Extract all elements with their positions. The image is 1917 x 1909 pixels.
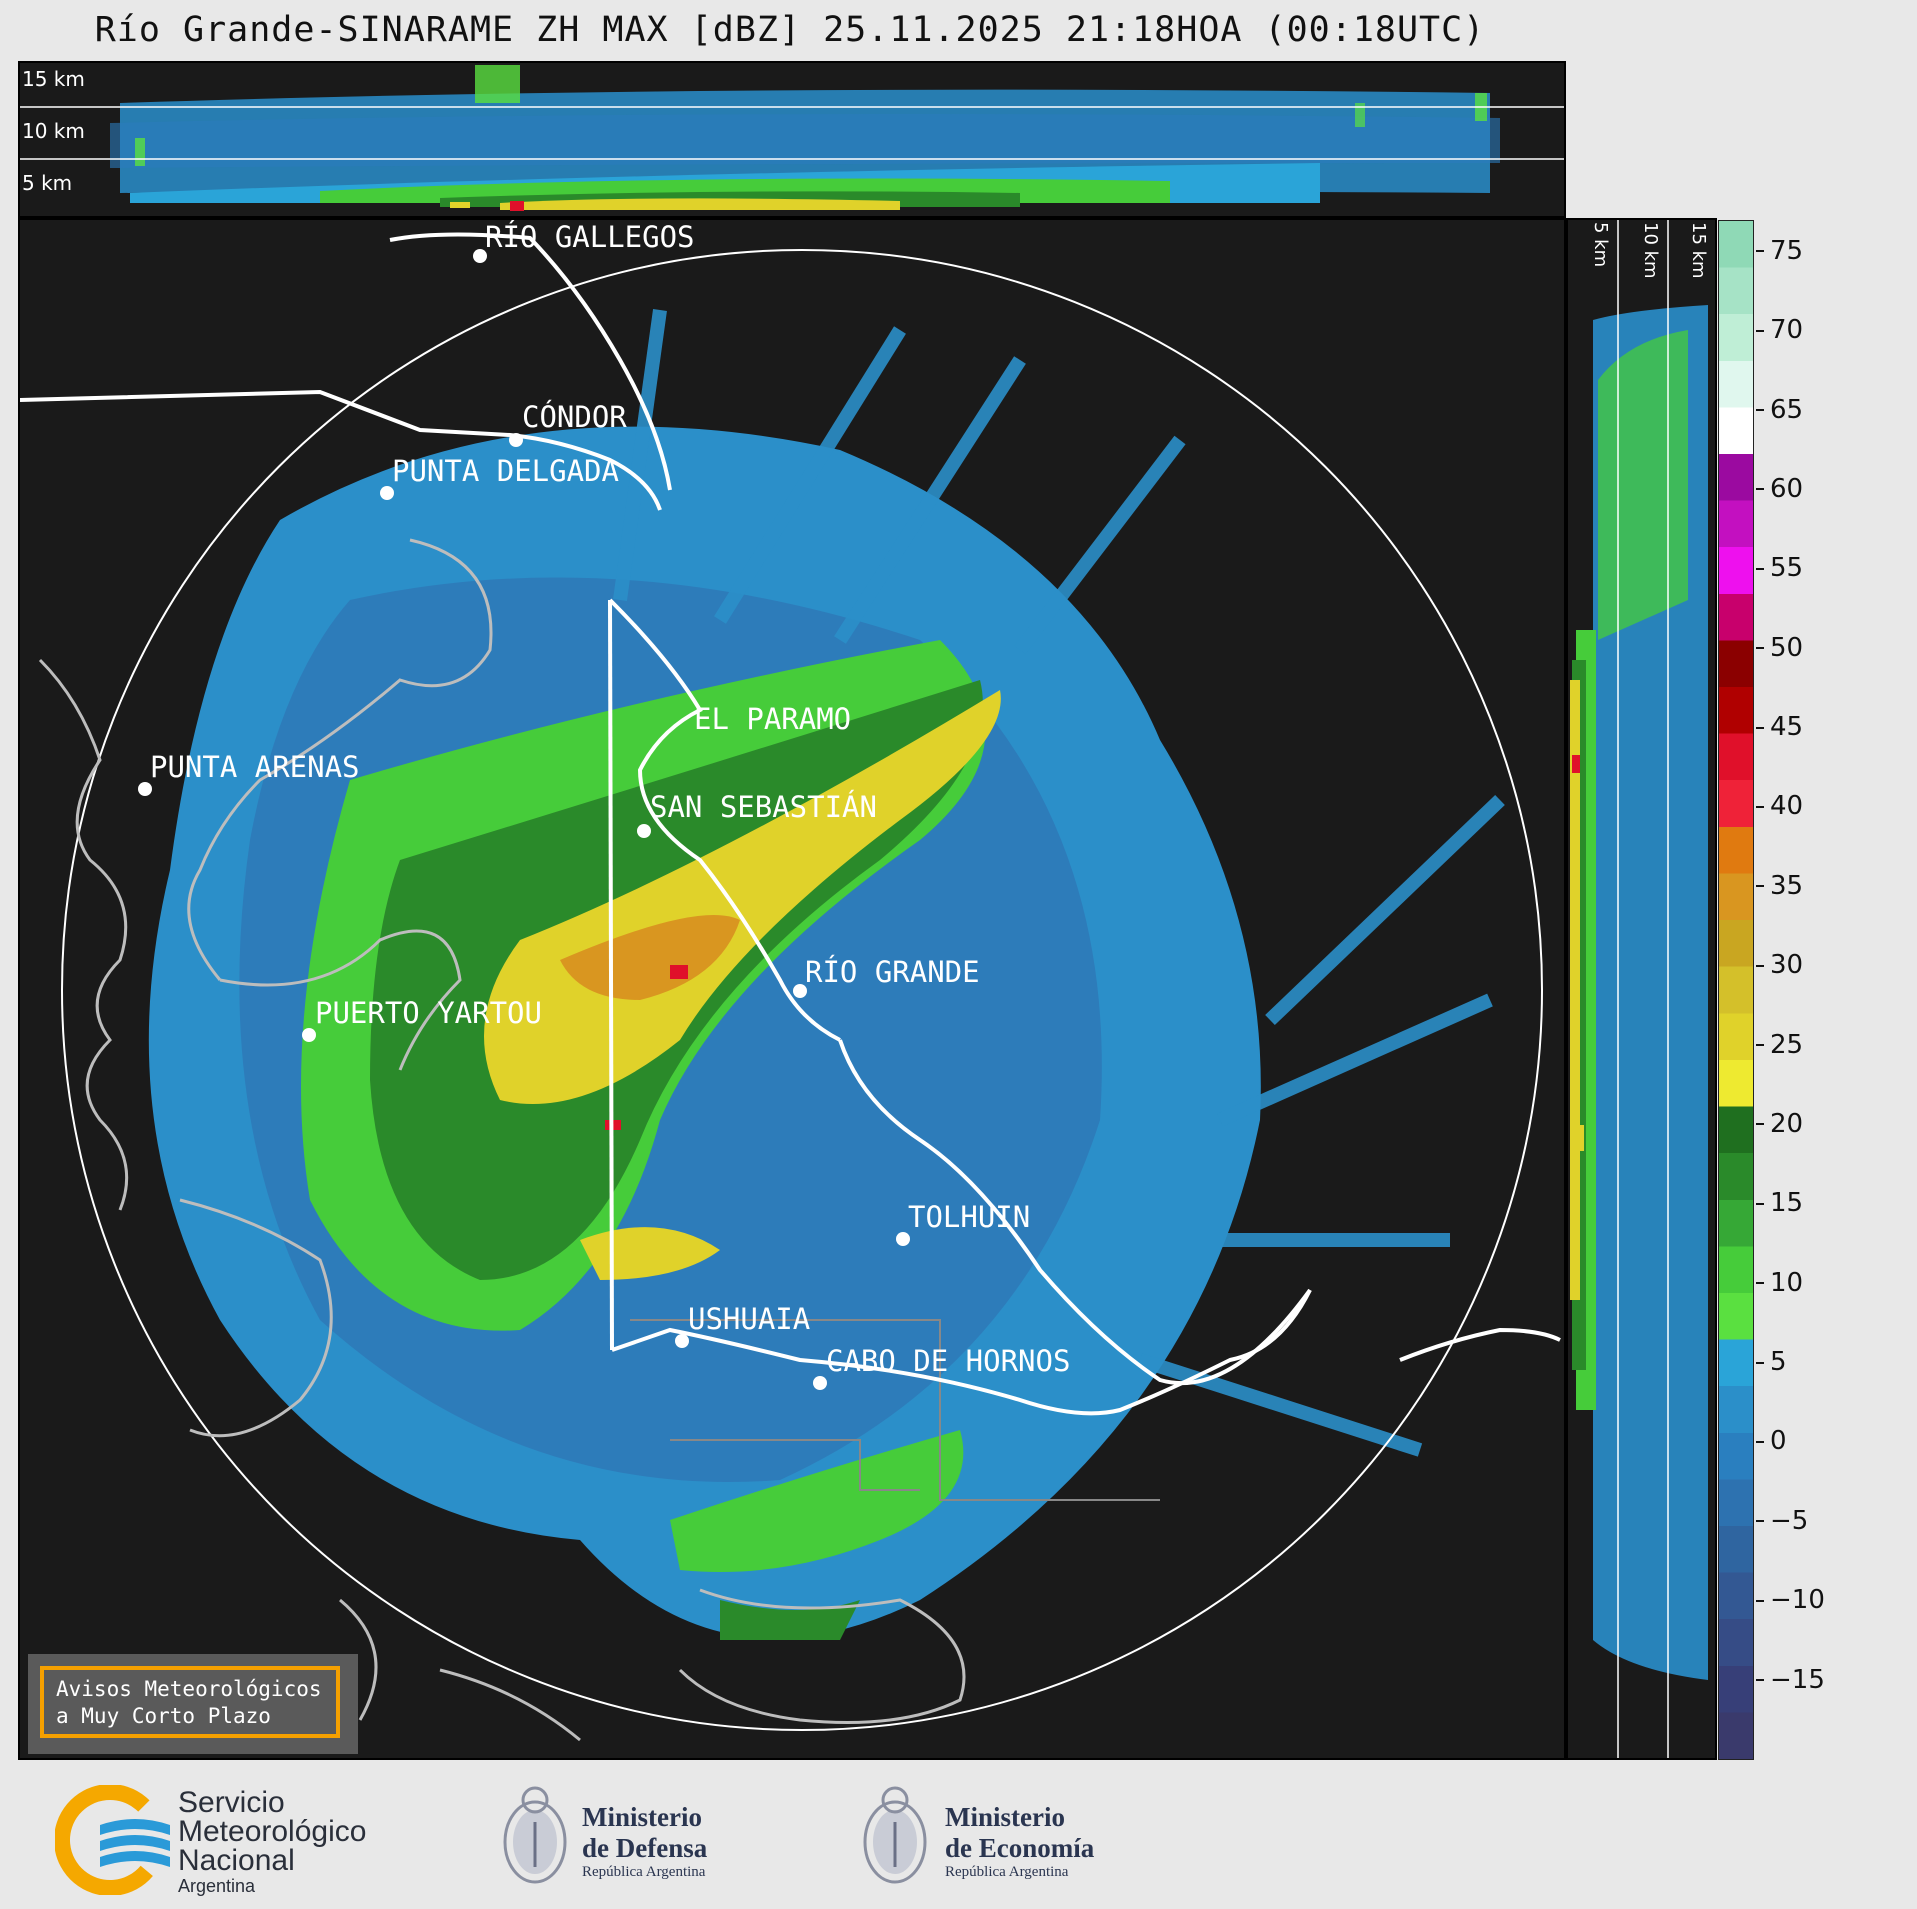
city-dot-san-sebastian bbox=[637, 824, 651, 838]
colorbar-tick-label: 50 bbox=[1756, 633, 1803, 663]
colorbar-tick-label: 10 bbox=[1756, 1268, 1803, 1298]
colorbar-tick-label: 60 bbox=[1756, 474, 1803, 504]
city-label-punta-arenas: PUNTA ARENAS bbox=[150, 750, 360, 784]
city-label-condor: CÓNDOR bbox=[522, 400, 627, 434]
colorbar-tick-label: 70 bbox=[1756, 315, 1803, 345]
side-cross-section-panel: 5 km 10 km 15 km bbox=[1566, 218, 1717, 1760]
smn-line-2: Meteorológico bbox=[178, 1815, 367, 1848]
colorbar-tick-label: 30 bbox=[1756, 950, 1803, 980]
city-label-san-sebastian: SAN SEBASTIÁN bbox=[650, 790, 877, 824]
smn-line-1: Servicio bbox=[178, 1786, 285, 1819]
city-label-rio-grande: RÍO GRANDE bbox=[805, 955, 980, 989]
city-label-ushuaia: USHUAIA bbox=[688, 1302, 811, 1336]
aviso-frame: Avisos Meteorológicos a Muy Corto Plazo bbox=[40, 1666, 340, 1738]
colorbar-tick-label: 65 bbox=[1756, 395, 1803, 425]
city-label-punta-delgada: PUNTA DELGADA bbox=[392, 454, 619, 488]
city-dot-cabo-de-hornos bbox=[813, 1376, 827, 1390]
colorbar-tick-label: 5 bbox=[1756, 1347, 1787, 1377]
city-dot-ushuaia bbox=[675, 1334, 689, 1348]
city-dot-rio-grande bbox=[793, 984, 807, 998]
colorbar-tick-label: 15 bbox=[1756, 1188, 1803, 1218]
city-label-el-paramo: EL PARAMO bbox=[694, 702, 852, 736]
city-label-cabo-de-hornos: CABO DE HORNOS bbox=[826, 1344, 1071, 1378]
defensa-line-2: de Defensa bbox=[582, 1833, 708, 1863]
aviso-badge: Avisos Meteorológicos a Muy Corto Plazo bbox=[28, 1654, 358, 1754]
altitude-label-side-15km: 15 km bbox=[1688, 222, 1709, 279]
colorbar-tick-label: 25 bbox=[1756, 1030, 1803, 1060]
radar-reflectivity-image bbox=[20, 220, 1564, 1758]
colorbar-tick-label: 0 bbox=[1756, 1426, 1787, 1456]
side-cross-section-image bbox=[1568, 220, 1715, 1758]
colorbar-tick-label: 40 bbox=[1756, 791, 1803, 821]
city-label-rio-gallegos: RÍO GALLEGOS bbox=[485, 220, 695, 254]
defensa-wordmark: Ministerio de Defensa República Argentin… bbox=[582, 1802, 707, 1881]
colorbar-tick-label: −5 bbox=[1756, 1506, 1808, 1536]
defensa-line-3: República Argentina bbox=[582, 1864, 706, 1880]
colorbar-tick-label: 45 bbox=[1756, 712, 1803, 742]
city-dot-punta-arenas bbox=[138, 782, 152, 796]
top-cross-section-image bbox=[20, 63, 1564, 216]
colorbar-tick-label: 20 bbox=[1756, 1109, 1803, 1139]
city-dot-punta-delgada bbox=[380, 486, 394, 500]
economia-line-3: República Argentina bbox=[945, 1864, 1069, 1880]
aviso-line-2: a Muy Corto Plazo bbox=[56, 1704, 271, 1728]
city-dot-tolhuin bbox=[896, 1232, 910, 1246]
city-label-puerto-yartou: PUERTO YARTOU bbox=[315, 996, 542, 1030]
economia-line-1: Ministerio bbox=[945, 1802, 1065, 1832]
radar-map-panel: RÍO GALLEGOS CÓNDOR PUNTA DELGADA EL PAR… bbox=[18, 218, 1566, 1760]
altitude-label-5km: 5 km bbox=[22, 171, 73, 195]
top-cross-section-panel: 15 km 10 km 5 km bbox=[18, 61, 1566, 218]
economia-coat-of-arms-icon bbox=[863, 1786, 927, 1884]
city-dot-rio-gallegos bbox=[473, 249, 487, 263]
colorbar-tick-label: 75 bbox=[1756, 236, 1803, 266]
altitude-label-15km: 15 km bbox=[22, 67, 85, 91]
colorbar-tick-label: 55 bbox=[1756, 553, 1803, 583]
colorbar-tick-label: −15 bbox=[1756, 1665, 1825, 1695]
footer: Servicio Meteorológico Nacional Argentin… bbox=[0, 1760, 1917, 1909]
smn-line-4: Argentina bbox=[178, 1876, 256, 1896]
city-label-tolhuin: TOLHUIN bbox=[908, 1200, 1031, 1234]
smn-logo-icon bbox=[55, 1785, 170, 1895]
smn-line-3: Nacional bbox=[178, 1844, 295, 1877]
smn-wordmark: Servicio Meteorológico Nacional Argentin… bbox=[178, 1788, 366, 1897]
economia-line-2: de Economía bbox=[945, 1833, 1095, 1863]
city-dot-puerto-yartou bbox=[302, 1028, 316, 1042]
altitude-label-10km: 10 km bbox=[22, 119, 85, 143]
aviso-line-1: Avisos Meteorológicos bbox=[56, 1677, 322, 1701]
defensa-coat-of-arms-icon bbox=[503, 1786, 567, 1884]
altitude-label-side-10km: 10 km bbox=[1640, 222, 1661, 279]
economia-wordmark: Ministerio de Economía República Argenti… bbox=[945, 1802, 1094, 1881]
colorbar-tick-label: −10 bbox=[1756, 1585, 1825, 1615]
dbz-colorbar bbox=[1718, 220, 1754, 1760]
altitude-label-side-5km: 5 km bbox=[1590, 222, 1611, 268]
colorbar-tick-label: 35 bbox=[1756, 871, 1803, 901]
defensa-line-1: Ministerio bbox=[582, 1802, 702, 1832]
city-dot-condor bbox=[509, 433, 523, 447]
chart-title: Río Grande-SINARAME ZH MAX [dBZ] 25.11.2… bbox=[94, 10, 1486, 50]
